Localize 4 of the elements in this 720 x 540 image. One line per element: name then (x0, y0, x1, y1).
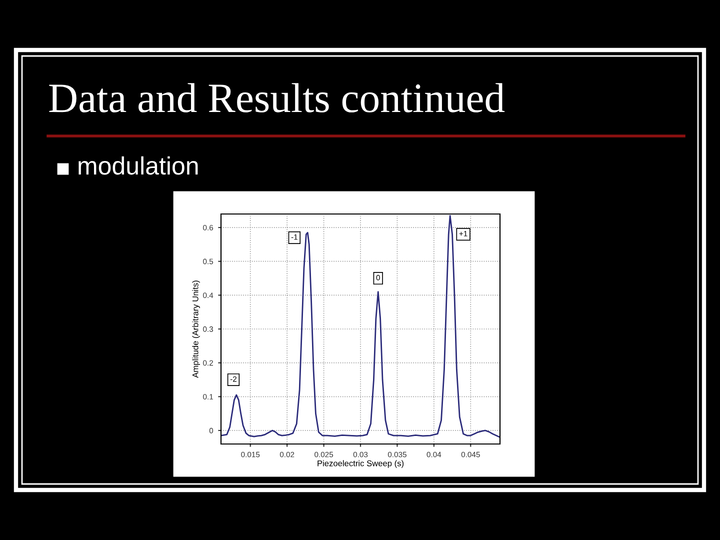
y-axis-title: Amplitude (Arbitrary Units) (192, 280, 200, 378)
chart-title: Data and Results continued (49, 83, 505, 112)
x-axis-title: Piezoelectric Sweep (s) (318, 460, 404, 468)
chart-subtitle: modulation (78, 156, 198, 175)
